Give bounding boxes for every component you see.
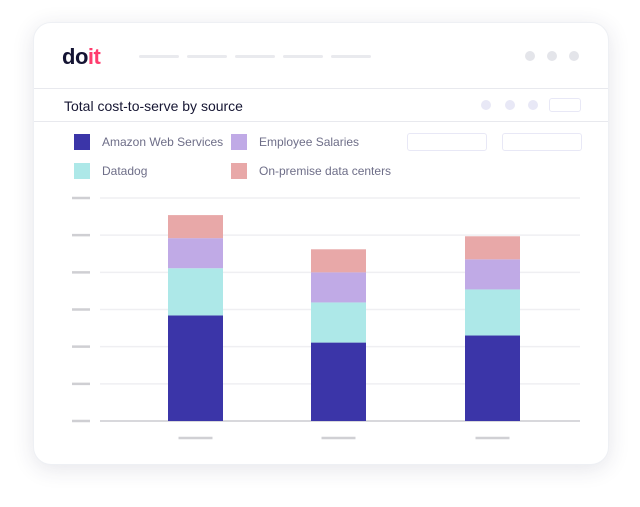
bar-segment-3 (311, 249, 366, 273)
legend-swatch (231, 163, 247, 179)
bar-segment-0 (465, 335, 520, 421)
legend-swatch (231, 134, 247, 150)
panel-dot-icon[interactable] (481, 100, 491, 110)
filter-input-placeholder[interactable] (407, 133, 487, 151)
header-dot-icon[interactable] (547, 51, 557, 61)
nav-placeholder[interactable] (139, 55, 179, 58)
bar-segment-0 (311, 342, 366, 421)
bar-segment-2 (311, 272, 366, 303)
logo-text-it: it (87, 44, 101, 69)
doit-logo[interactable]: doit (62, 44, 101, 70)
bar-segment-2 (168, 238, 223, 269)
nav-placeholder[interactable] (187, 55, 227, 58)
divider (34, 121, 608, 122)
bar-segment-1 (168, 268, 223, 316)
panel-dot-icon[interactable] (528, 100, 538, 110)
legend-label: Employee Salaries (259, 135, 360, 149)
legend-swatch (74, 163, 90, 179)
nav-placeholder[interactable] (331, 55, 371, 58)
legend-item-aws: Amazon Web Services (74, 134, 223, 150)
bar-segment-3 (168, 215, 223, 239)
legend-label: On-premise data centers (259, 164, 392, 178)
bar-segment-2 (465, 259, 520, 290)
legend-label: Amazon Web Services (102, 135, 224, 149)
legend-label: Datadog (102, 164, 148, 178)
bar-segment-0 (168, 315, 223, 421)
legend-item-salaries: Employee Salaries (231, 134, 359, 150)
panel-title: Total cost-to-serve by source (64, 98, 243, 114)
logo-text-do: do (62, 44, 88, 69)
legend-item-datadog: Datadog (74, 163, 147, 179)
panel-dot-icon[interactable] (505, 100, 515, 110)
header-dot-icon[interactable] (525, 51, 535, 61)
bar-segment-1 (465, 289, 520, 336)
panel-control-placeholder[interactable] (549, 98, 581, 112)
legend-item-onprem: On-premise data centers (231, 163, 391, 179)
nav-placeholder[interactable] (235, 55, 275, 58)
legend-swatch (74, 134, 90, 150)
nav-placeholder[interactable] (283, 55, 323, 58)
bar-segment-3 (465, 236, 520, 260)
bar-segment-1 (311, 302, 366, 343)
header-dot-icon[interactable] (569, 51, 579, 61)
filter-input-placeholder[interactable] (502, 133, 582, 151)
divider (34, 88, 608, 89)
